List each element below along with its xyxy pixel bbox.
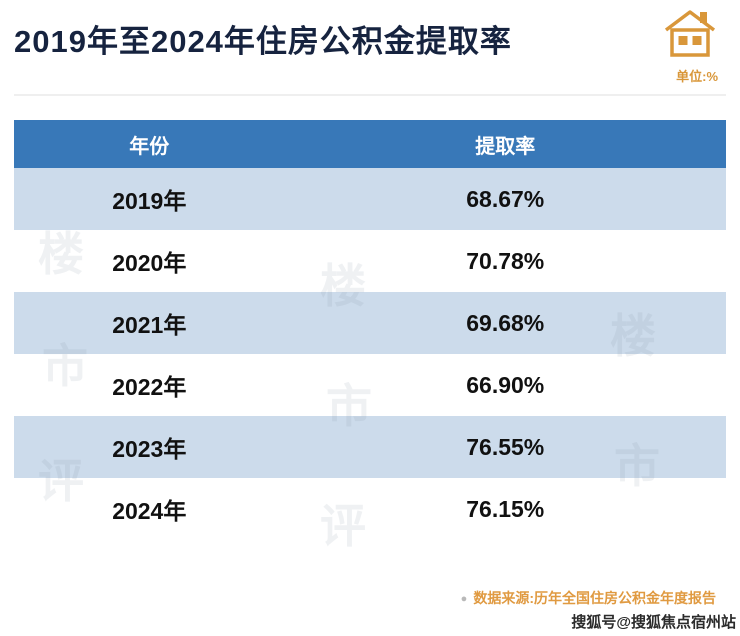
- table-row: 2023年 76.55%: [14, 416, 726, 478]
- unit-label: 单位:%: [676, 69, 718, 84]
- table-row: 2022年 66.90%: [14, 354, 726, 416]
- table-row: 2024年 76.15%: [14, 478, 726, 540]
- year-cell: 2023年: [112, 436, 187, 462]
- column-header-rate: 提取率: [475, 135, 536, 158]
- page-title: 2019年至2024年住房公积金提取率: [14, 24, 512, 59]
- rate-cell: 68.67%: [466, 185, 545, 212]
- year-cell: 2019年: [112, 188, 187, 214]
- data-source-note: ● 数据来源:历年全国住房公积金年度报告: [461, 588, 716, 608]
- data-source-text: 数据来源:历年全国住房公积金年度报告: [473, 590, 716, 606]
- rate-cell: 66.90%: [466, 371, 545, 398]
- table-row: 2019年 68.67%: [14, 168, 726, 230]
- year-cell: 2021年: [112, 312, 187, 338]
- withdrawal-rate-table: 年份 提取率 2019年 68.67% 2020年 70.78% 2021年 6…: [14, 120, 726, 540]
- column-header-year: 年份: [129, 135, 170, 158]
- house-icon: [662, 8, 718, 60]
- year-cell: 2020年: [112, 250, 187, 276]
- rate-cell: 76.15%: [466, 495, 545, 522]
- rate-cell: 69.68%: [466, 309, 545, 336]
- header-divider: [14, 94, 726, 96]
- table-row: 2020年 70.78%: [14, 230, 726, 292]
- bullet-icon: ●: [460, 593, 468, 605]
- year-cell: 2024年: [112, 498, 187, 524]
- year-cell: 2022年: [112, 374, 187, 400]
- publisher-credit: 搜狐号@搜狐焦点宿州站: [571, 614, 736, 631]
- rate-cell: 76.55%: [466, 433, 545, 460]
- table-header-row: 年份 提取率: [14, 120, 726, 168]
- table-row: 2021年 69.68%: [14, 292, 726, 354]
- rate-cell: 70.78%: [466, 247, 545, 274]
